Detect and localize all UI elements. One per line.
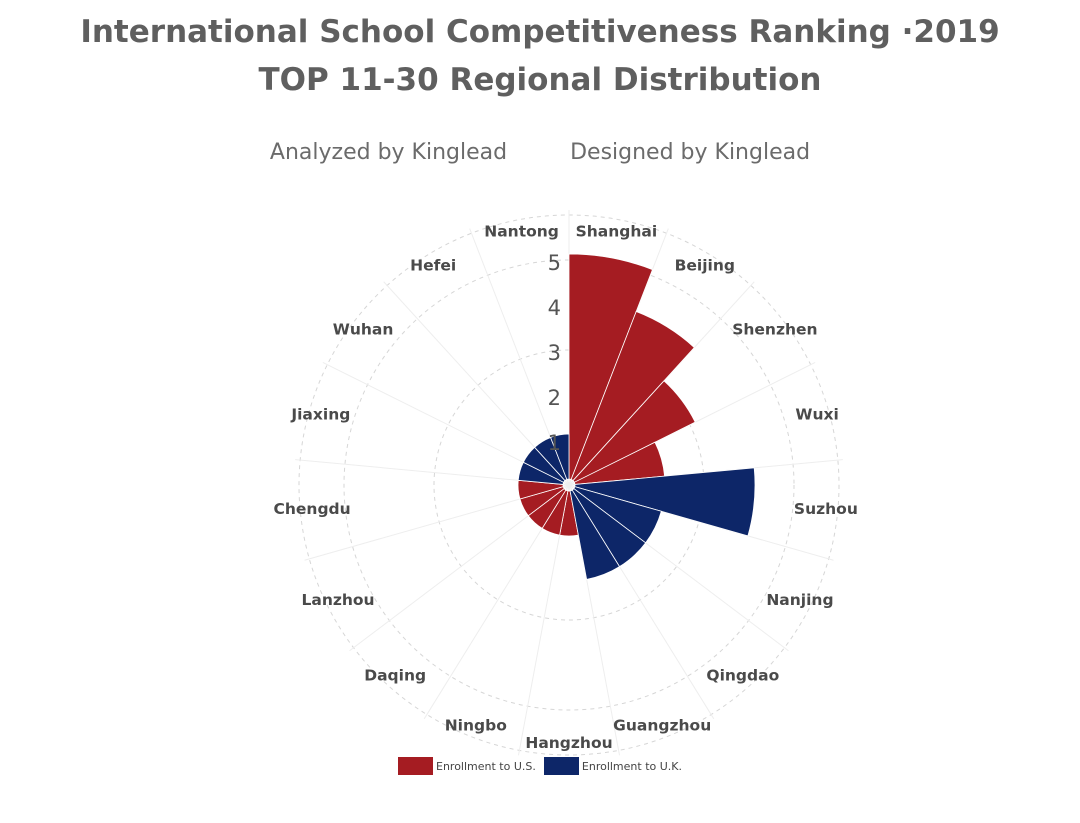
- legend-label-uk: Enrollment to U.K.: [581, 759, 682, 773]
- bar-uk-nantong: [550, 433, 570, 480]
- radial-tick-label: 3: [548, 341, 561, 365]
- bar-us-beijing: [570, 311, 695, 482]
- legend-swatch-uk: [543, 757, 579, 775]
- radial-tick-label: 1: [548, 431, 561, 455]
- chart-bars: [517, 253, 756, 580]
- radial-ticks: 1 2 3 4 5: [548, 251, 561, 455]
- legend-item-uk: Enrollment to U.K.: [543, 757, 682, 775]
- designed-by: Designed by Kinglead: [570, 140, 811, 165]
- legend-swatch-us: [398, 757, 433, 775]
- legend-label-us: Enrollment to U.S.: [436, 759, 536, 773]
- category-label: Beijing: [675, 257, 735, 275]
- category-label: Wuxi: [795, 405, 838, 423]
- bar-uk-guangzhou: [569, 489, 621, 580]
- category-labels: Shanghai Beijing Shenzhen Wuxi Suzhou Nanjing…: [274, 222, 858, 752]
- credits: Analyzed by Kinglead Designed by Kinglea…: [0, 140, 1080, 165]
- bar-us-shanghai: [568, 253, 653, 480]
- category-label: Shanghai: [576, 222, 658, 240]
- radial-tick-label: 4: [548, 296, 561, 320]
- chart-subtitle: TOP 11-30 Regional Distribution: [258, 62, 822, 98]
- category-label: Chengdu: [274, 500, 351, 518]
- category-label: Hangzhou: [525, 734, 612, 752]
- category-label: Nanjing: [766, 591, 833, 609]
- chart-title: International School Competitiveness Ran…: [80, 14, 1000, 50]
- category-label: Nantong: [484, 222, 559, 240]
- category-label: Suzhou: [794, 500, 858, 518]
- category-label: Qingdao: [706, 667, 779, 685]
- analyzed-by: Analyzed by Kinglead: [269, 140, 508, 165]
- legend: Enrollment to U.S. Enrollment to U.K.: [398, 757, 690, 775]
- category-label: Ningbo: [445, 717, 507, 735]
- radial-tick-label: 2: [548, 386, 561, 410]
- bar-us-shenzhen: [572, 380, 696, 483]
- bar-uk-suzhou: [574, 467, 756, 537]
- category-label: Shenzhen: [732, 321, 817, 339]
- category-label: Hefei: [410, 257, 456, 275]
- radial-tick-label: 5: [548, 251, 561, 275]
- category-label: Jiaxing: [290, 405, 350, 423]
- grid-ring-2: [298, 214, 840, 756]
- category-label: Daqing: [364, 667, 426, 685]
- category-label: Guangzhou: [613, 717, 711, 735]
- category-label: Wuhan: [333, 321, 394, 339]
- category-label: Lanzhou: [301, 591, 374, 609]
- legend-item-us: Enrollment to U.S.: [398, 757, 536, 775]
